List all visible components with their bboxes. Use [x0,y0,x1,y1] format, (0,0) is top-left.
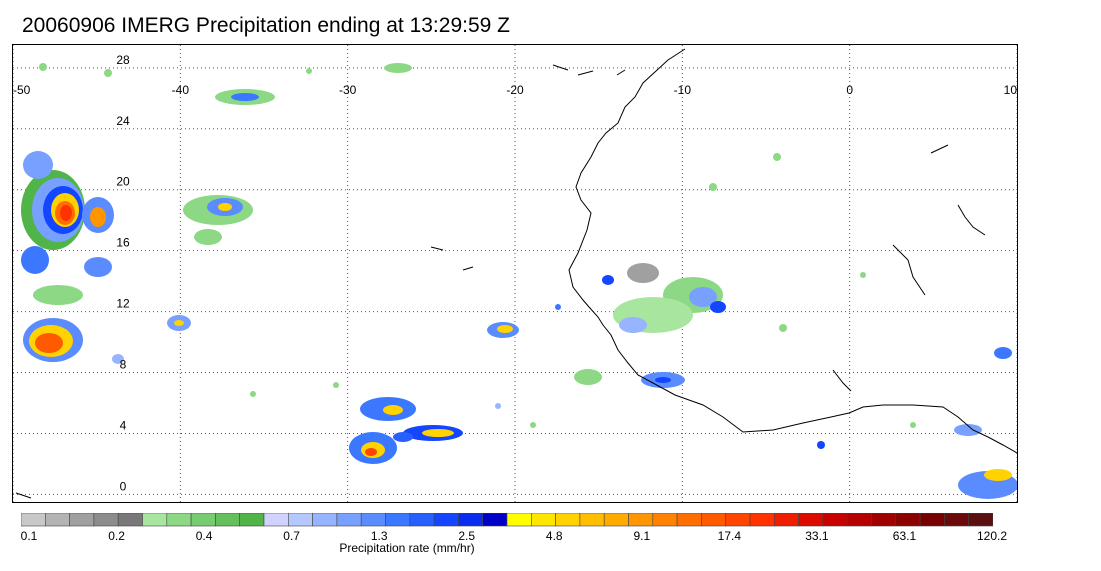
colorbar-swatch [93,513,119,527]
colorbar-tick-label: 33.1 [805,529,829,543]
lat-tick-label: 4 [120,418,127,432]
colorbar-tick-label: 9.1 [633,529,651,543]
colorbar-swatch [287,513,313,527]
colorbar-tick-label: 0.2 [108,529,125,543]
map-canvas: -50 -40 -30 -20 -10 0 10 0 4 8 12 16 20 24 28 [13,45,1017,502]
colorbar-swatch [409,513,435,527]
lon-tick-label: -10 [674,83,692,97]
colorbar-swatch [69,513,95,527]
colorbar-swatch [579,513,605,527]
precipitation-cells [21,63,1017,499]
lon-tick-label: -50 [13,83,31,97]
coastlines [15,48,1017,499]
lat-tick-label: 12 [116,297,130,311]
colorbar-swatch [725,513,751,527]
lon-tick-label: -20 [506,83,524,97]
colorbar-swatch [433,513,459,527]
lat-tick-label: 0 [120,479,127,493]
colorbar-tick-label: 2.5 [458,529,476,543]
lat-tick-label: 8 [120,358,127,372]
lat-tick-label: 20 [116,175,130,189]
colorbar-swatch [555,513,581,527]
colorbar-swatch [701,513,727,527]
colorbar-swatch [530,513,556,527]
colorbar-swatch [773,513,799,527]
precipitation-map: -50 -40 -30 -20 -10 0 10 0 4 8 12 16 20 24 28 [12,44,1018,503]
colorbar-swatch [652,513,678,527]
map-title: 20060906 IMERG Precipitation ending at 1… [22,14,510,37]
longitude-labels: -50 -40 -30 -20 -10 0 10 [13,83,1017,97]
colorbar-swatch [822,513,848,527]
colorbar-swatch [895,513,921,527]
colorbar-tick-label: 120.2 [976,529,1008,543]
colorbar-swatch [44,513,70,527]
colorbar-swatch [944,513,970,527]
colorbar-label: Precipitation rate (mm/hr) [339,541,475,555]
colorbar-swatch [263,513,289,527]
colorbar-swatch [919,513,945,527]
colorbar-swatch [239,513,265,527]
colorbar-swatch [482,513,508,527]
colorbar-swatch [603,513,629,527]
lat-tick-label: 28 [116,53,130,67]
colorbar-tick-label: 0.7 [283,529,300,543]
lon-tick-label: 10 [1004,83,1017,97]
colorbar-swatch [846,513,872,527]
colorbar-swatch [117,513,143,527]
colorbar-swatch [190,513,216,527]
colorbar-swatch [385,513,411,527]
colorbar-swatch [676,513,702,527]
lat-tick-label: 16 [116,236,130,250]
colorbar-swatch [312,513,338,527]
colorbar-tick-label: 63.1 [892,529,917,543]
colorbar-swatch [871,513,897,527]
colorbar-swatch [336,513,362,527]
colorbar-swatch [215,513,240,527]
graticule [13,45,1017,502]
colorbar-swatch [798,513,824,527]
colorbar-tick-label: 0.1 [20,529,38,543]
lat-tick-label: 24 [116,114,130,128]
colorbar-tick-label: 17.4 [717,529,742,543]
lon-tick-label: -40 [172,83,190,97]
colorbar [21,513,993,527]
colorbar-swatch [166,513,192,527]
colorbar-swatch [628,513,654,527]
lon-tick-label: 0 [846,83,853,97]
colorbar-swatch [21,513,46,527]
colorbar-swatch [506,513,532,527]
colorbar-tick-label: 0.4 [195,529,213,543]
colorbar-swatch [142,513,168,527]
colorbar-tick-label: 4.8 [545,529,563,543]
colorbar-swatch [360,513,386,527]
colorbar-tick-label: 1.3 [370,529,388,543]
colorbar-swatch [458,513,483,527]
lon-tick-label: -30 [339,83,357,97]
colorbar-swatch [749,513,775,527]
latitude-labels: 0 4 8 12 16 20 24 28 [116,53,130,494]
colorbar-swatch [968,513,993,527]
